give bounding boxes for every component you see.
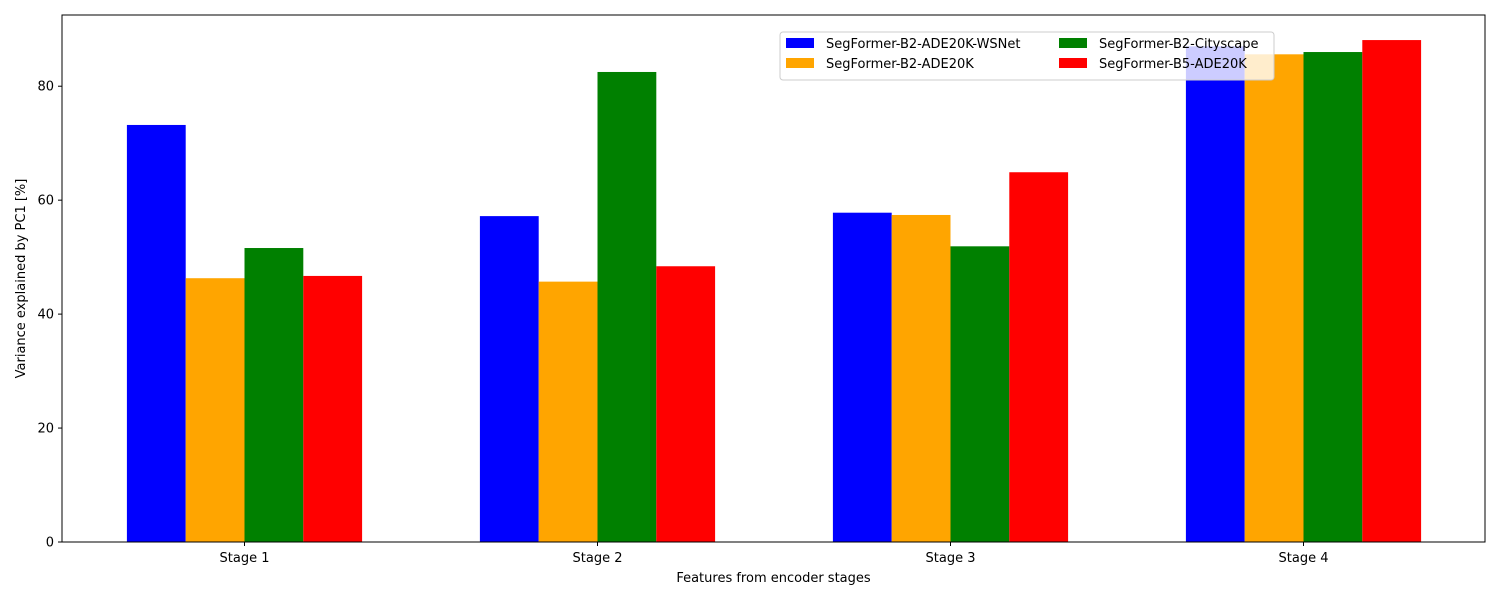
bar [832,212,892,542]
bars-group [126,40,1422,543]
legend-frame [779,31,1275,81]
y-ticks: 0 20 40 60 80 [37,80,62,551]
y-tick-label: 40 [37,308,54,323]
bar [1362,40,1422,542]
y-tick-label: 80 [37,80,54,95]
legend-swatch [786,38,814,48]
bar [656,266,716,542]
legend: SegFormer-B2-ADE20K-WSNet SegFormer-B2-AD… [779,31,1275,81]
bar [1185,46,1245,542]
y-tick-label: 0 [46,536,54,551]
bar [1303,52,1363,542]
bar [1244,54,1304,543]
legend-swatch [1059,58,1087,68]
y-tick-label: 60 [37,194,54,209]
bar [538,281,598,542]
bar [185,278,245,542]
bar [891,214,951,542]
plot-frame [61,14,1486,543]
bar [1009,172,1069,542]
x-tick-label: Stage 4 [1279,551,1329,566]
y-tick-label: 20 [37,422,54,437]
legend-label: SegFormer-B2-Cityscape [1099,37,1259,52]
x-ticks: Stage 1 Stage 2 Stage 3 Stage 4 [220,542,1329,566]
bar [479,216,539,542]
legend-swatch [1059,38,1087,48]
legend-label: SegFormer-B2-ADE20K [826,57,974,72]
bar [303,275,363,542]
bar [126,124,186,543]
legend-label: SegFormer-B5-ADE20K [1099,57,1247,72]
legend-label: SegFormer-B2-ADE20K-WSNet [826,37,1021,52]
bar [244,248,304,542]
legend-swatch [786,58,814,68]
x-tick-label: Stage 1 [220,551,270,566]
x-tick-label: Stage 3 [926,551,976,566]
bar [950,246,1010,542]
x-tick-label: Stage 2 [573,551,623,566]
y-axis-label: Variance explained by PC1 [%] [14,179,29,379]
x-axis-label: Features from encoder stages [676,571,871,586]
bar [597,71,657,543]
